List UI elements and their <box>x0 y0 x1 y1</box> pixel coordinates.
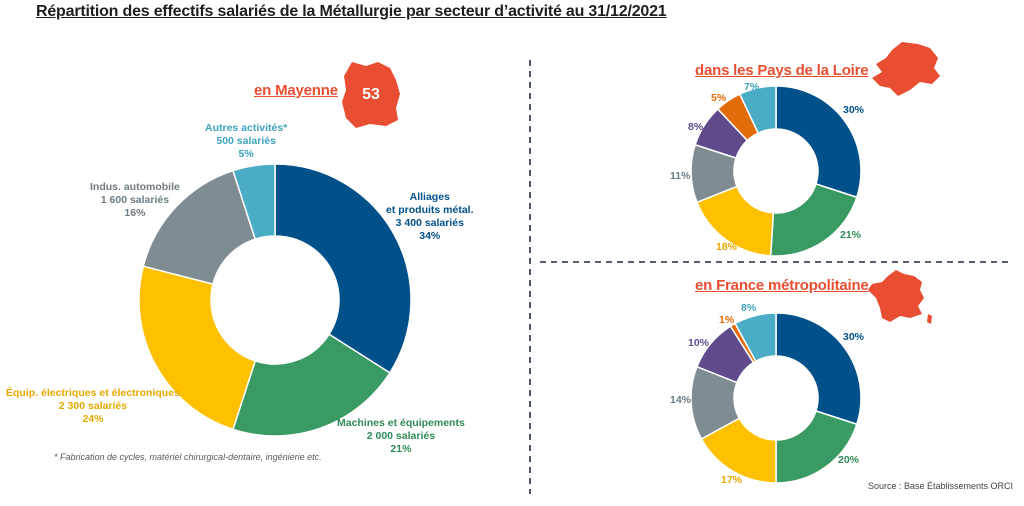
source-note: Source : Base Établissements ORCI <box>868 481 1014 491</box>
mayenne-slice-1 <box>232 333 391 437</box>
label-alliages-line3: 3 400 salariés <box>395 217 464 229</box>
label-auto: Indus. automobile 1 600 salariés 16% <box>90 181 180 220</box>
pdl-label-3: 11% <box>670 170 691 182</box>
label-machines-line1: Machines et équipements <box>337 417 465 429</box>
france-label-2: 17% <box>721 474 743 486</box>
label-machines-line3: 21% <box>390 443 412 455</box>
main-title: Répartition des effectifs salariés de la… <box>36 3 667 20</box>
mayenne-title: en Mayenne <box>254 82 338 99</box>
france-label-0: 30% <box>843 331 865 343</box>
mayenne-map-shape <box>342 62 400 128</box>
france-slice-6 <box>734 312 777 363</box>
mayenne-slice-4 <box>232 163 276 241</box>
mayenne-slice-2 <box>138 265 257 431</box>
label-alliages-line4: 34% <box>419 230 441 242</box>
pdl-slice-6 <box>738 85 777 134</box>
pdl-slice-0 <box>775 85 862 199</box>
france-label-1: 20% <box>838 454 860 466</box>
label-equip-line3: 24% <box>82 413 104 425</box>
label-autres: Autres activités* 500 salariés 5% <box>205 122 287 161</box>
mayenne-map-badge: 53 <box>342 62 400 128</box>
mayenne-slice-0 <box>274 163 412 374</box>
label-machines: Machines et équipements 2 000 salariés 2… <box>337 417 465 456</box>
label-autres-line2: 500 salariés <box>216 135 276 147</box>
label-auto-line3: 16% <box>124 207 146 219</box>
pdl-label-6: 7% <box>744 81 760 93</box>
pdl-label-2: 18% <box>716 241 738 253</box>
pdl-label-5: 5% <box>711 92 727 104</box>
label-autres-line1: Autres activités* <box>205 122 288 134</box>
mayenne-donut-chart <box>138 163 412 437</box>
pdl-donut-chart <box>690 85 862 257</box>
label-alliages: Alliages et produits métal. 3 400 salari… <box>386 191 474 243</box>
label-alliages-line2: et produits métal. <box>386 204 474 216</box>
label-auto-line2: 1 600 salariés <box>100 194 170 206</box>
france-slice-0 <box>775 312 862 426</box>
pdl-label-1: 21% <box>840 229 862 241</box>
label-machines-line2: 2 000 salariés <box>366 430 436 442</box>
france-label-4: 10% <box>688 337 710 349</box>
france-map-icon <box>868 270 932 324</box>
label-autres-line3: 5% <box>238 148 254 160</box>
mayenne-badge-number: 53 <box>362 86 380 103</box>
mayenne-slice-3 <box>142 169 257 285</box>
label-equip-line1: Équip. électriques et électroniques <box>6 387 180 399</box>
pdl-label-0: 30% <box>843 104 865 116</box>
france-donut-chart <box>690 312 862 484</box>
france-slice-1 <box>775 410 858 484</box>
label-alliages-line1: Alliages <box>409 191 450 203</box>
label-auto-line1: Indus. automobile <box>90 181 180 193</box>
pdl-label-4: 8% <box>688 121 704 133</box>
label-equip-line2: 2 300 salariés <box>58 400 128 412</box>
france-title: en France métropolitaine <box>695 277 869 294</box>
pdl-title: dans les Pays de la Loire <box>695 62 869 79</box>
france-label-6: 8% <box>741 302 757 314</box>
pdl-map-icon <box>872 42 940 96</box>
footnote: * Fabrication de cycles, matériel chirur… <box>54 452 322 462</box>
pdl-slice-1 <box>769 183 858 257</box>
label-equip: Équip. électriques et électroniques 2 30… <box>6 387 180 426</box>
france-label-5: 1% <box>719 314 735 326</box>
france-label-3: 14% <box>670 394 692 406</box>
